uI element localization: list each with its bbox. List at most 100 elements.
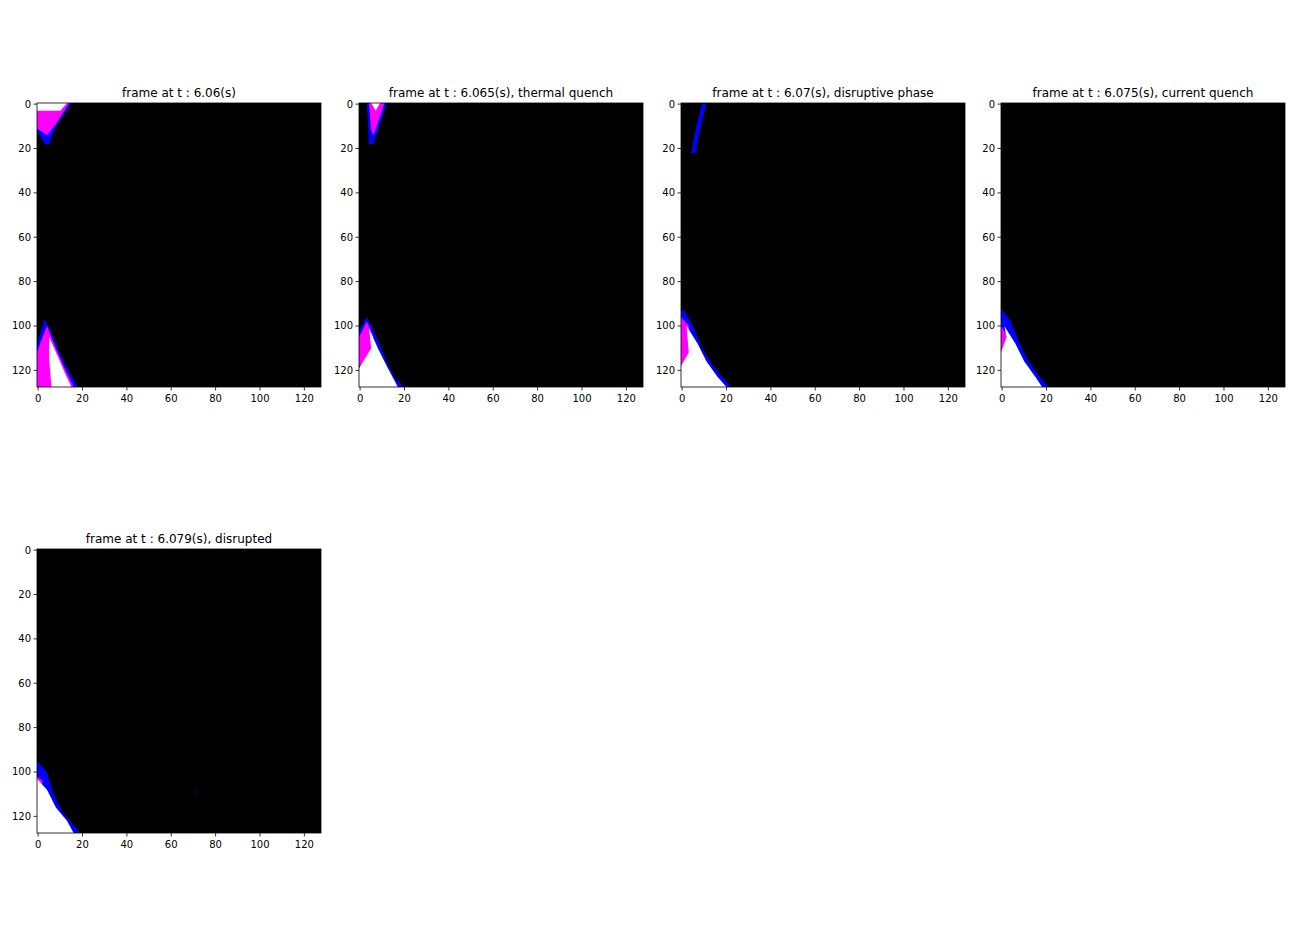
image-background bbox=[1001, 103, 1285, 387]
image-region bbox=[371, 103, 380, 111]
y-tick-label: 80 bbox=[340, 276, 353, 287]
x-tick-label: 40 bbox=[120, 393, 133, 404]
x-tick-label: 40 bbox=[1084, 393, 1097, 404]
image-region bbox=[681, 310, 731, 387]
image-region bbox=[1001, 308, 1049, 387]
axes-frame bbox=[1001, 103, 1285, 387]
image-region bbox=[359, 328, 398, 387]
y-tick bbox=[678, 148, 682, 149]
y-tick-label: 120 bbox=[12, 365, 31, 376]
image-region bbox=[367, 103, 387, 144]
x-tick-label: 20 bbox=[76, 839, 89, 850]
x-tick-label: 20 bbox=[720, 393, 733, 404]
y-tick bbox=[34, 638, 38, 639]
y-tick-label: 60 bbox=[340, 232, 353, 243]
x-tick bbox=[1179, 387, 1180, 391]
x-tick-label: 0 bbox=[35, 839, 41, 850]
image-region bbox=[37, 326, 74, 387]
image-region bbox=[37, 319, 78, 387]
y-tick-label: 0 bbox=[347, 99, 353, 110]
y-tick-label: 80 bbox=[662, 276, 675, 287]
x-tick bbox=[404, 387, 405, 391]
y-tick-label: 100 bbox=[976, 320, 995, 331]
y-tick bbox=[678, 192, 682, 193]
image-region bbox=[37, 779, 74, 833]
image-regions bbox=[359, 103, 404, 387]
x-tick bbox=[171, 833, 172, 837]
x-tick bbox=[581, 387, 582, 391]
y-tick-label: 80 bbox=[18, 276, 31, 287]
x-tick-label: 0 bbox=[35, 393, 41, 404]
x-tick-label: 60 bbox=[165, 839, 178, 850]
x-tick-label: 80 bbox=[853, 393, 866, 404]
image-region bbox=[49, 337, 71, 387]
y-tick-label: 60 bbox=[982, 232, 995, 243]
x-tick-label: 100 bbox=[1214, 393, 1233, 404]
y-tick-label: 120 bbox=[12, 811, 31, 822]
x-tick bbox=[948, 387, 949, 391]
image-region bbox=[37, 103, 69, 135]
subplot: 020406080100120020406080100120frame at t… bbox=[334, 86, 643, 404]
x-tick bbox=[537, 387, 538, 391]
y-tick-label: 40 bbox=[18, 187, 31, 198]
x-tick-label: 80 bbox=[209, 839, 222, 850]
y-tick-label: 60 bbox=[18, 232, 31, 243]
x-tick bbox=[360, 387, 361, 391]
image-background bbox=[37, 103, 321, 387]
y-tick-label: 40 bbox=[662, 187, 675, 198]
x-tick-label: 60 bbox=[487, 393, 500, 404]
x-tick-label: 120 bbox=[295, 839, 314, 850]
y-tick bbox=[34, 192, 38, 193]
y-tick-label: 80 bbox=[18, 722, 31, 733]
image-regions bbox=[1001, 308, 1049, 387]
x-tick bbox=[1135, 387, 1136, 391]
x-tick-label: 60 bbox=[1129, 393, 1142, 404]
x-tick bbox=[903, 387, 904, 391]
background bbox=[0, 0, 1296, 936]
y-tick bbox=[356, 148, 360, 149]
y-tick-label: 20 bbox=[18, 143, 31, 154]
y-tick bbox=[998, 370, 1002, 371]
y-tick bbox=[356, 237, 360, 238]
y-tick bbox=[34, 816, 38, 817]
y-tick bbox=[678, 237, 682, 238]
x-tick bbox=[726, 387, 727, 391]
y-tick bbox=[678, 281, 682, 282]
image-regions bbox=[681, 103, 731, 387]
x-tick bbox=[304, 387, 305, 391]
y-tick bbox=[998, 237, 1002, 238]
image-region bbox=[369, 103, 385, 135]
y-tick-label: 40 bbox=[982, 187, 995, 198]
x-tick bbox=[215, 833, 216, 837]
image-region bbox=[681, 326, 726, 387]
x-tick-label: 120 bbox=[617, 393, 636, 404]
x-tick bbox=[859, 387, 860, 391]
x-tick-label: 80 bbox=[531, 393, 544, 404]
image-region bbox=[195, 791, 197, 793]
x-tick-label: 120 bbox=[295, 393, 314, 404]
x-tick bbox=[38, 387, 39, 391]
x-tick bbox=[1268, 387, 1269, 391]
image-background bbox=[681, 103, 965, 387]
title: frame at t : 6.065(s), thermal quench bbox=[389, 86, 613, 100]
y-tick-label: 20 bbox=[662, 143, 675, 154]
x-tick bbox=[126, 833, 127, 837]
x-tick bbox=[82, 387, 83, 391]
y-tick-label: 120 bbox=[334, 365, 353, 376]
x-tick-label: 60 bbox=[809, 393, 822, 404]
x-tick bbox=[1090, 387, 1091, 391]
y-tick bbox=[34, 594, 38, 595]
y-tick-label: 40 bbox=[18, 633, 31, 644]
x-tick bbox=[1223, 387, 1224, 391]
image-regions bbox=[37, 761, 197, 833]
y-tick-label: 120 bbox=[656, 365, 675, 376]
x-tick bbox=[38, 833, 39, 837]
y-tick bbox=[34, 281, 38, 282]
x-tick-label: 0 bbox=[999, 393, 1005, 404]
y-tick-label: 20 bbox=[982, 143, 995, 154]
x-tick bbox=[126, 387, 127, 391]
y-tick bbox=[356, 281, 360, 282]
image-region bbox=[37, 103, 71, 144]
y-tick bbox=[678, 370, 682, 371]
x-tick bbox=[215, 387, 216, 391]
